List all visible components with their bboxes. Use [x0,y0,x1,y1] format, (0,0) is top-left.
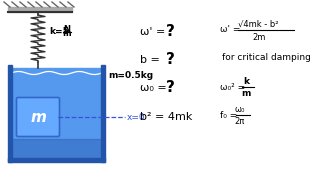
Text: ?: ? [166,53,175,68]
Bar [11,139,102,159]
Text: b =: b = [140,55,164,65]
Text: m: m [63,30,71,39]
Text: ?: ? [166,24,175,39]
Text: ?: ? [166,80,175,96]
Text: ω' =: ω' = [140,27,169,37]
Text: b² = 4mk: b² = 4mk [140,112,192,122]
Text: √4mk - b²: √4mk - b² [238,19,278,28]
Text: for critical damping: for critical damping [222,53,311,62]
Bar [101,65,105,162]
Text: k=5: k=5 [49,28,69,37]
Text: 2m: 2m [252,33,265,42]
Text: k: k [243,76,249,86]
Text: f₀ =: f₀ = [220,111,240,120]
Text: ω' =: ω' = [220,26,243,35]
Bar [11,68,102,159]
Bar [8,65,12,162]
Text: 2π: 2π [235,118,245,127]
Text: ω₀² =: ω₀² = [220,82,248,91]
Text: m: m [241,89,251,98]
Text: N: N [63,24,70,33]
Text: ω₀ =: ω₀ = [140,83,170,93]
Text: m: m [30,109,46,125]
Bar [8,7,72,12]
Text: m=0.5kg: m=0.5kg [108,71,153,80]
Text: x=0: x=0 [127,112,146,122]
FancyBboxPatch shape [17,98,60,136]
Text: ω₀: ω₀ [235,105,245,114]
Bar [8,158,105,162]
